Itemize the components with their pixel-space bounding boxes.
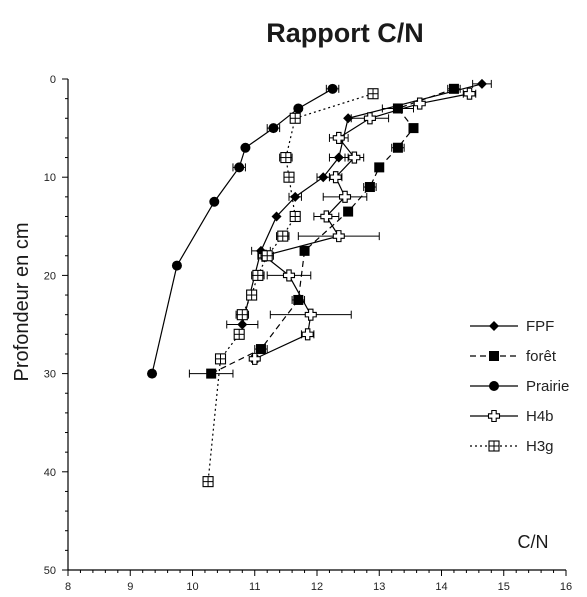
series-group xyxy=(147,78,492,488)
data-point xyxy=(299,245,310,256)
data-point xyxy=(343,206,354,217)
data-point xyxy=(363,112,376,125)
legend: FPF forêt Prairie H4b H3g xyxy=(470,318,569,455)
x-tick-label: 9 xyxy=(127,581,133,593)
data-point xyxy=(293,103,304,114)
data-point xyxy=(332,131,345,144)
data-point xyxy=(252,269,264,281)
x-tick-label: 14 xyxy=(435,581,447,593)
data-point xyxy=(448,83,459,94)
data-point xyxy=(271,211,282,222)
series-prairie xyxy=(147,83,340,379)
data-point xyxy=(304,308,317,321)
series-h4b xyxy=(248,87,477,365)
data-point xyxy=(327,83,338,94)
x-tick-label: 15 xyxy=(498,581,510,593)
data-point xyxy=(318,172,329,183)
series-line xyxy=(254,93,470,360)
data-point xyxy=(463,87,476,100)
data-point xyxy=(255,344,266,355)
legend-label: Prairie xyxy=(526,378,569,395)
legend-label: H3g xyxy=(526,438,554,455)
data-point xyxy=(282,269,296,282)
data-point xyxy=(343,113,354,124)
data-point xyxy=(408,123,419,134)
data-point xyxy=(240,142,251,153)
data-point xyxy=(246,289,258,301)
data-point xyxy=(233,328,245,340)
data-point xyxy=(289,112,301,124)
data-point xyxy=(280,152,292,164)
data-point xyxy=(206,368,217,379)
data-point xyxy=(367,88,379,100)
data-point xyxy=(329,171,342,184)
y-tick-label: 10 xyxy=(44,172,56,184)
x-tick-label: 8 xyxy=(65,581,71,593)
axes: 8 9 10 11 12 13 14 15 16 0 10 20 30 40 50 xyxy=(44,74,572,593)
y-tick-label: 40 xyxy=(44,467,56,479)
series-line xyxy=(207,93,374,482)
data-point xyxy=(277,230,289,242)
data-point xyxy=(374,162,385,173)
series-line xyxy=(151,88,333,374)
legend-item: H4b xyxy=(470,408,554,425)
legend-label: forêt xyxy=(526,348,557,365)
data-point xyxy=(283,171,295,183)
data-point xyxy=(290,191,301,202)
data-point xyxy=(289,210,301,223)
data-point xyxy=(171,260,182,271)
data-point xyxy=(348,151,361,164)
data-point xyxy=(392,142,403,153)
legend-label: FPF xyxy=(526,318,554,335)
series-line xyxy=(241,83,483,325)
data-point xyxy=(293,294,304,305)
legend-item: FPF xyxy=(470,318,554,335)
x-tick-label: 12 xyxy=(311,581,323,593)
legend-label: H4b xyxy=(526,408,554,425)
data-point xyxy=(202,476,214,488)
legend-marker xyxy=(489,321,499,331)
series-fpf xyxy=(226,78,492,330)
data-point xyxy=(236,309,248,321)
legend-marker xyxy=(487,409,501,423)
data-point xyxy=(320,210,333,223)
data-point xyxy=(338,190,352,203)
y-tick-label: 0 xyxy=(50,74,56,86)
y-tick-label: 30 xyxy=(44,369,56,381)
data-point xyxy=(392,103,403,114)
chart-title: Rapport C/N xyxy=(266,18,424,48)
legend-marker xyxy=(488,440,500,452)
data-point xyxy=(413,97,426,110)
data-point xyxy=(237,319,248,330)
series-h3g xyxy=(202,88,379,488)
data-point xyxy=(248,352,261,365)
legend-item: forêt xyxy=(470,348,557,365)
legend-item: Prairie xyxy=(470,378,569,395)
x-axis-label: C/N xyxy=(518,532,549,552)
data-point xyxy=(147,368,158,379)
legend-marker xyxy=(489,351,499,361)
data-point xyxy=(301,328,314,341)
y-tick-label: 20 xyxy=(44,270,56,282)
y-tick-label: 50 xyxy=(44,565,56,577)
x-tick-label: 13 xyxy=(373,581,385,593)
series-for-t xyxy=(188,83,461,379)
data-point xyxy=(209,196,220,207)
x-tick-label: 16 xyxy=(560,581,572,593)
x-tick-label: 11 xyxy=(249,581,260,593)
legend-marker xyxy=(489,381,499,391)
data-point xyxy=(364,182,375,193)
data-point xyxy=(332,230,345,243)
data-point xyxy=(234,162,245,173)
data-point xyxy=(261,250,273,262)
legend-item: H3g xyxy=(470,438,554,455)
data-point xyxy=(476,78,487,89)
y-axis-label: Profondeur en cm xyxy=(11,223,33,382)
data-point xyxy=(268,123,279,134)
x-tick-label: 10 xyxy=(186,581,198,593)
data-point xyxy=(214,353,227,365)
data-point xyxy=(333,152,344,163)
